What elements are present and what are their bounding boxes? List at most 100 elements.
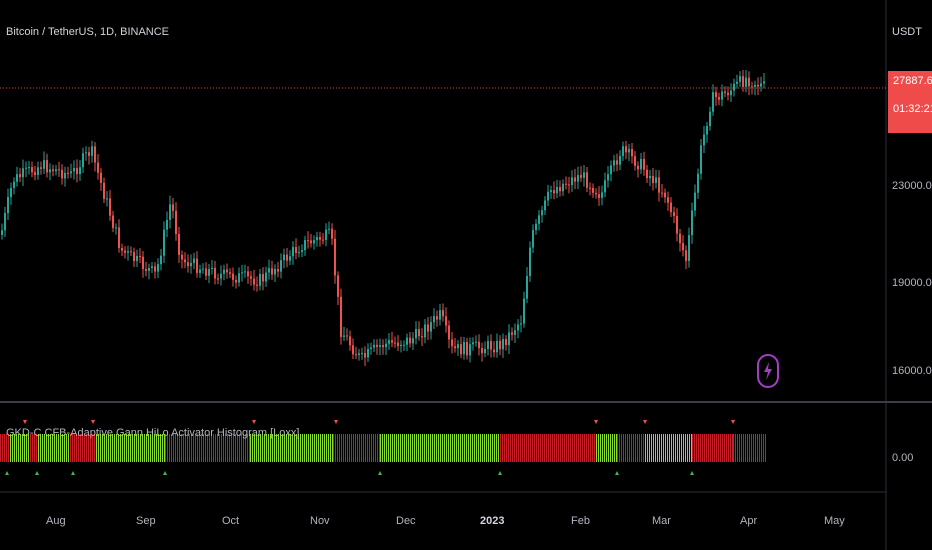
candle-body [355,354,357,356]
candle-body [565,183,567,185]
candle-body [367,349,369,358]
candle-body [7,197,9,214]
candle-body [685,250,687,261]
candle-body [247,271,249,277]
candle-body [691,210,693,236]
candle-body [538,215,540,224]
candle-body [520,323,522,325]
symbol-title[interactable]: Bitcoin / TetherUS, 1D, BINANCE [6,26,170,38]
candle-body [88,152,90,156]
candle-body [139,255,141,257]
candle-body [100,172,102,183]
candle-body [163,229,165,256]
candle-body [478,341,480,349]
candle-body [169,204,171,220]
candle-body [727,92,729,96]
candle-body [172,204,174,211]
candle-body [709,111,711,127]
short-signal-marker [594,420,598,424]
candle-body [208,268,210,276]
candle-body [10,187,12,198]
candle-body [358,353,360,356]
candle-body [484,348,486,354]
long-signal-marker [5,471,9,475]
candle-body [211,267,213,269]
candle-body [658,177,660,193]
candle-body [442,310,444,317]
candle-body [376,344,378,347]
indicator-title[interactable]: GKD-C CFB-Adaptive Gann HiLo Activator H… [6,427,300,439]
candle-body [391,340,393,343]
short-signal-marker [91,420,95,424]
candle-body [475,341,477,343]
candle-body [31,167,33,173]
candle-body [415,329,417,339]
long-signal-marker [615,471,619,475]
candle-body [4,213,6,231]
candle-body [82,153,84,168]
candle-body [118,227,120,248]
candle-body [745,77,747,87]
candle-body [55,169,57,172]
candle-body [763,81,765,84]
candle-body [265,272,267,282]
candle-body [307,240,309,242]
candle-body [238,273,240,283]
candle-body [97,162,99,173]
candle-body [283,254,285,261]
candle-body [532,230,534,248]
lightning-bolt-icon[interactable] [756,353,780,389]
candle-body [697,173,699,193]
candle-body [274,268,276,275]
candle-body [490,341,492,350]
candle-body [136,255,138,262]
candle-body [715,92,717,98]
candle-body [751,86,753,88]
candle-body [703,134,705,146]
candle-body [226,269,228,273]
time-label: Feb [571,515,590,527]
candle-body [277,268,279,272]
candle-body [58,169,60,171]
candle-body [529,247,531,277]
candle-body [397,342,399,347]
long-signal-marker [378,471,382,475]
candle-body [268,268,270,273]
short-signal-marker [252,420,256,424]
candle-body [91,146,93,156]
candle-body [106,198,108,200]
candle-body [232,273,234,280]
candle-body [310,240,312,244]
candle-body [463,341,465,355]
candle-body [334,238,336,276]
candle-body [292,246,294,257]
candle-body [313,240,315,244]
candle-body [214,267,216,279]
candle-body [406,337,408,345]
candle-body [454,346,456,349]
candle-body [160,255,162,265]
candle-body [328,228,330,230]
candle-body [427,324,429,332]
candle-body [244,271,246,273]
candle-body [598,194,600,198]
candle-body [466,341,468,356]
candle-body [568,184,570,186]
candle-body [250,276,252,279]
candle-body [112,215,114,228]
candle-body [505,338,507,346]
candle-body [556,187,558,194]
candle-body [445,316,447,326]
time-label: Mar [652,515,671,527]
candle-body [388,340,390,344]
candle-body [346,335,348,337]
candle-body [370,347,372,350]
currency-label[interactable]: USDT [892,26,922,38]
candle-body [601,192,603,198]
short-signal-marker [643,420,647,424]
indicator-zero-tick: 0.00 [892,452,914,464]
signal-markers [5,420,735,475]
candle-body [43,160,45,169]
